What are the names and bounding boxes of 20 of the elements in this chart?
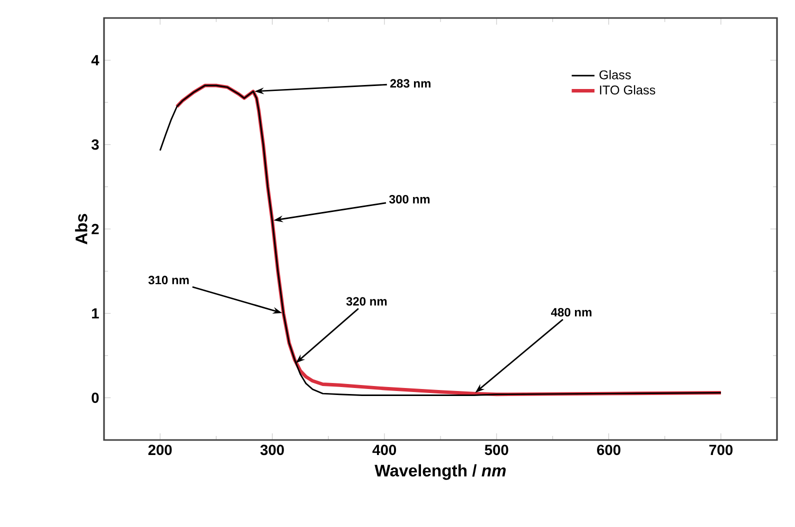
- annotation: 300 nm: [389, 194, 430, 204]
- y-tick-label: 1: [92, 308, 99, 318]
- annotation: 480 nm: [551, 308, 592, 316]
- y-axis-title: Abs: [75, 214, 88, 244]
- y-tick-label: 2: [92, 224, 99, 234]
- x-tick-label: 300: [260, 444, 284, 456]
- y-tick-label: 3: [91, 139, 99, 150]
- x-tick-label: 400: [372, 444, 396, 456]
- x-tick-label: 200: [148, 444, 172, 456]
- legend-label: Glass: [600, 70, 631, 80]
- x-axis-title: Wavelength / nm: [374, 464, 506, 480]
- y-tick-label: 0: [92, 392, 99, 403]
- y-tick-label: 4: [91, 55, 100, 66]
- x-tick-label: 500: [484, 444, 508, 456]
- annotation: 320 nm: [346, 297, 387, 306]
- annotation: 283 nm: [390, 79, 430, 88]
- legend-label: ITO Glass: [600, 85, 656, 94]
- x-tick-label: 600: [597, 444, 620, 456]
- x-tick-label: 700: [709, 444, 733, 456]
- annotation: 310 nm: [148, 276, 189, 284]
